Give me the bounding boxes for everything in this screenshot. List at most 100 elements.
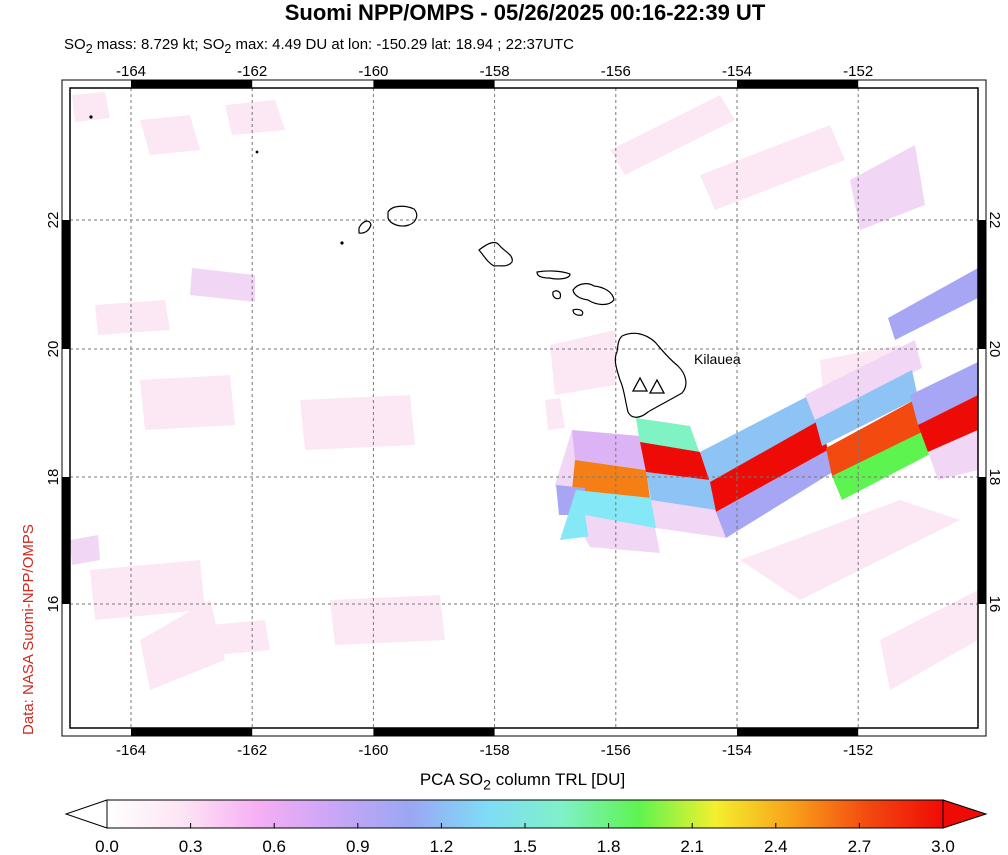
- swath-faint: [140, 115, 200, 155]
- colorbar-tick-label: 1.5: [513, 837, 537, 855]
- swath-pixel: [585, 515, 660, 553]
- lat-tick-label-right: 16: [986, 596, 1003, 613]
- colorbar-title: PCA SO2 column TRL [DU]: [0, 770, 1008, 793]
- lon-tick-label-bottom: -156: [601, 742, 631, 759]
- map-title: Suomi NPP/OMPS - 05/26/2025 00:16-22:39 …: [284, 0, 766, 25]
- frame-band: [62, 220, 70, 349]
- colorbar-tick-label: 2.7: [848, 837, 872, 855]
- frame-band: [131, 80, 253, 88]
- swath-faint: [95, 300, 170, 335]
- swath-faint: [550, 330, 615, 395]
- swath-faint: [850, 145, 925, 230]
- lat-tick-label-right: 20: [986, 341, 1003, 358]
- volcano-triangle-icon: [648, 378, 666, 394]
- colorbar-tick-label: 0.0: [95, 837, 119, 855]
- frame-band: [62, 477, 70, 604]
- lon-tick-label-top: -158: [480, 63, 510, 80]
- lon-tick-label-top: -156: [601, 63, 631, 80]
- so2-summary: SO2 mass: 8.729 kt; SO2 max: 4.49 DU at …: [64, 36, 574, 56]
- island-kahoolawe: [572, 308, 584, 316]
- lon-tick-label-top: -164: [116, 63, 146, 80]
- frame-band: [737, 728, 859, 736]
- swath-pixel: [918, 395, 978, 452]
- colorbar-tick-label: 0.9: [346, 837, 370, 855]
- island-hawaii: [614, 332, 687, 418]
- colorbar-tick-label: 1.8: [597, 837, 621, 855]
- frame-outer: [61, 79, 987, 737]
- lon-tick-label-bottom: -162: [237, 742, 267, 759]
- island-niihau: [358, 220, 372, 234]
- swath-pixel: [832, 430, 934, 500]
- island-maui: [572, 283, 615, 306]
- island-dot: [89, 115, 93, 119]
- so2-swaths: [70, 92, 978, 690]
- island-lanai: [552, 290, 562, 300]
- swath-faint: [880, 590, 978, 690]
- island-dot: [340, 241, 344, 245]
- swath-pixel: [888, 268, 978, 340]
- colorbar-tick-label: 1.2: [430, 837, 454, 855]
- island-kauai: [387, 205, 418, 227]
- lat-tick-label-left: 20: [45, 341, 62, 358]
- so2-mass-prefix: SO: [64, 36, 86, 53]
- island-oahu: [478, 241, 513, 267]
- lon-tick-label-top: -160: [358, 63, 388, 80]
- colorbar-title-pre: PCA SO: [419, 770, 484, 789]
- swath-faint: [740, 500, 960, 600]
- swath-pixel: [928, 430, 978, 480]
- lon-tick-label-bottom: -164: [116, 742, 146, 759]
- colorbar-low-arrow: [64, 799, 108, 829]
- lat-tick-label-left: 18: [45, 469, 62, 486]
- lat-lon-grid: [70, 88, 978, 728]
- swath-faint: [300, 395, 415, 450]
- lon-tick-label-top: -154: [722, 63, 752, 80]
- frame-band: [737, 80, 859, 88]
- swath-pixel: [710, 420, 828, 512]
- swath-faint: [545, 398, 565, 430]
- lon-tick-label-top: -162: [237, 63, 267, 80]
- lat-tick-label-right: 22: [986, 212, 1003, 229]
- volcano-markers: [631, 376, 666, 394]
- swath-pixel: [910, 362, 978, 425]
- colorbar-title-post: column TRL [DU]: [491, 770, 626, 789]
- colorbar: 0.0 0.3 0.6 0.9 1.2 1.5 1.8 2.1 2.4 2.7 3.0: [64, 799, 988, 855]
- volcano-triangle-icon: [631, 376, 649, 392]
- swath-faint: [90, 560, 205, 620]
- colorbar-tick-label: 0.3: [179, 837, 203, 855]
- axis-tick-labels: -164 -164 -162 -162 -160 -160 -158 -158 -156 -156…: [45, 63, 1003, 759]
- lon-tick-label-bottom: -158: [480, 742, 510, 759]
- lon-tick-label-bottom: -160: [358, 742, 388, 759]
- swath-pixel: [815, 370, 918, 446]
- frame-band: [373, 728, 495, 736]
- swath-pixel: [572, 430, 648, 470]
- so2-mass-subscript: 2: [85, 42, 93, 56]
- swath-faint: [140, 375, 235, 430]
- volcano-label: Kilauea: [694, 351, 741, 367]
- swath-pixel: [700, 395, 822, 482]
- swath-faint: [140, 600, 225, 690]
- swath-faint: [190, 268, 255, 302]
- lon-tick-label-top: -152: [843, 63, 873, 80]
- colorbar-high-arrow: [942, 799, 988, 829]
- swath-pixel: [805, 340, 922, 420]
- swath-faint: [330, 595, 445, 645]
- lon-tick-label-bottom: -154: [722, 742, 752, 759]
- frame-outline: [69, 87, 979, 729]
- so2-mass-text: mass: 8.729 kt; SO: [92, 36, 225, 53]
- swath-faint: [610, 95, 735, 175]
- colorbar-tick-label: 2.4: [764, 837, 788, 855]
- so2-max-text: max: 4.49 DU at lon: -150.29 lat: 18.94 …: [231, 36, 574, 53]
- lat-tick-label-right: 18: [986, 469, 1003, 486]
- swath-pixel: [572, 460, 650, 498]
- frame-band: [131, 728, 253, 736]
- colorbar-title-sub: 2: [483, 777, 492, 794]
- swath-faint: [210, 620, 270, 655]
- frame-band: [978, 477, 986, 604]
- island-molokai: [536, 270, 571, 280]
- frame-band: [978, 220, 986, 349]
- colorbar-tick-label: 3.0: [931, 837, 955, 855]
- swath-faint: [700, 125, 845, 210]
- hawaii-coastline: [89, 115, 687, 418]
- map-frame: [61, 79, 987, 737]
